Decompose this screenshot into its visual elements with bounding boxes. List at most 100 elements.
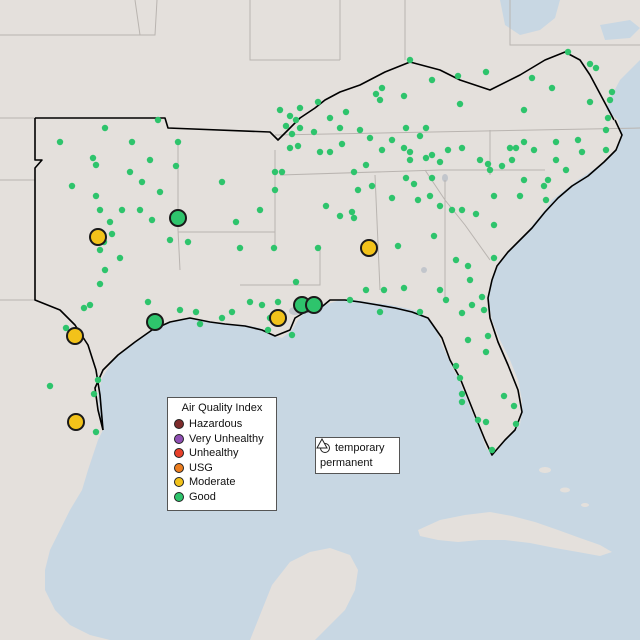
monitor-site-good-small[interactable] — [174, 138, 182, 146]
monitor-site-moderate[interactable] — [67, 413, 85, 431]
monitor-site-good-small[interactable] — [148, 216, 156, 224]
monitor-site-good-small[interactable] — [486, 166, 494, 174]
monitor-site-good-small[interactable] — [480, 306, 488, 314]
monitor-site-good-small[interactable] — [366, 134, 374, 142]
monitor-site-good-small[interactable] — [548, 84, 556, 92]
monitor-site-good-small[interactable] — [278, 168, 286, 176]
monitor-site-good-small[interactable] — [512, 420, 520, 428]
monitor-site-good-small[interactable] — [350, 168, 358, 176]
monitor-site-good-small[interactable] — [452, 256, 460, 264]
monitor-site-good-small[interactable] — [96, 246, 104, 254]
monitor-site-good-small[interactable] — [336, 124, 344, 132]
monitor-site-good-small[interactable] — [520, 138, 528, 146]
monitor-site-good-small[interactable] — [510, 402, 518, 410]
monitor-site-good-small[interactable] — [608, 88, 616, 96]
monitor-site-good-small[interactable] — [402, 174, 410, 182]
monitor-site-good-small[interactable] — [336, 212, 344, 220]
monitor-site-good-small[interactable] — [552, 156, 560, 164]
monitor-site-good-small[interactable] — [474, 416, 482, 424]
monitor-site-good-small[interactable] — [436, 286, 444, 294]
monitor-site-good-small[interactable] — [464, 262, 472, 270]
monitor-site-good-small[interactable] — [236, 244, 244, 252]
monitor-site-good-small[interactable] — [246, 298, 254, 306]
monitor-site-good-small[interactable] — [288, 331, 296, 339]
monitor-site-good-small[interactable] — [276, 106, 284, 114]
monitor-site-good-small[interactable] — [144, 298, 152, 306]
monitor-site-good-small[interactable] — [96, 280, 104, 288]
monitor-site-good[interactable] — [169, 209, 187, 227]
monitor-site-good-small[interactable] — [126, 168, 134, 176]
monitor-site-good-small[interactable] — [406, 148, 414, 156]
monitor-site-good-small[interactable] — [322, 202, 330, 210]
monitor-site-good-small[interactable] — [368, 182, 376, 190]
monitor-site-good-small[interactable] — [326, 114, 334, 122]
monitor-site-good-small[interactable] — [286, 112, 294, 120]
monitor-site-good-small[interactable] — [458, 398, 466, 406]
monitor-site-moderate[interactable] — [66, 327, 84, 345]
monitor-site-good-small[interactable] — [602, 146, 610, 154]
monitor-site-good-small[interactable] — [586, 60, 594, 68]
monitor-site-good-small[interactable] — [500, 392, 508, 400]
monitor-site-good-small[interactable] — [218, 178, 226, 186]
monitor-site-good-small[interactable] — [156, 188, 164, 196]
monitor-site-good-small[interactable] — [138, 178, 146, 186]
monitor-site-good-small[interactable] — [516, 192, 524, 200]
monitor-site-good-small[interactable] — [388, 194, 396, 202]
monitor-site-good-small[interactable] — [372, 90, 380, 98]
monitor-site-good-small[interactable] — [430, 232, 438, 240]
monitor-site-good-small[interactable] — [128, 138, 136, 146]
monitor-site-good-small[interactable] — [528, 74, 536, 82]
monitor-site-good-small[interactable] — [166, 236, 174, 244]
monitor-site-good-small[interactable] — [442, 296, 450, 304]
monitor-site-good-small[interactable] — [316, 148, 324, 156]
monitor-site-good-small[interactable] — [428, 151, 436, 159]
monitor-site-good-small[interactable] — [416, 308, 424, 316]
monitor-site-good-small[interactable] — [378, 146, 386, 154]
monitor-site-good-small[interactable] — [478, 293, 486, 301]
monitor-site-good-small[interactable] — [94, 376, 102, 384]
monitor-site-good-small[interactable] — [592, 64, 600, 72]
monitor-site-moderate[interactable] — [360, 239, 378, 257]
monitor-site-good-small[interactable] — [101, 124, 109, 132]
monitor-site-good-small[interactable] — [286, 144, 294, 152]
monitor-site-good-small[interactable] — [362, 161, 370, 169]
monitor-site-good-small[interactable] — [92, 161, 100, 169]
monitor-site-good-small[interactable] — [106, 218, 114, 226]
monitor-site-good-small[interactable] — [96, 206, 104, 214]
monitor-site-good-small[interactable] — [296, 104, 304, 112]
monitor-site-good-small[interactable] — [454, 72, 462, 80]
monitor-site-good-small[interactable] — [468, 301, 476, 309]
monitor-site-moderate[interactable] — [269, 309, 287, 327]
monitor-site-good-small[interactable] — [146, 156, 154, 164]
monitor-site-good-small[interactable] — [264, 326, 272, 334]
monitor-site-good-small[interactable] — [356, 126, 364, 134]
monitor-site-good-small[interactable] — [294, 142, 302, 150]
monitor-site-good-small[interactable] — [482, 68, 490, 76]
monitor-site-good-small[interactable] — [380, 286, 388, 294]
monitor-site-good-small[interactable] — [184, 238, 192, 246]
monitor-site-good-small[interactable] — [394, 242, 402, 250]
monitor-site-good-small[interactable] — [338, 140, 346, 148]
monitor-site-good-small[interactable] — [288, 130, 296, 138]
monitor-site-good-small[interactable] — [564, 48, 572, 56]
monitor-site-good-small[interactable] — [108, 230, 116, 238]
monitor-site-good-small[interactable] — [274, 298, 282, 306]
monitor-site-good-small[interactable] — [458, 309, 466, 317]
monitor-site-good-small[interactable] — [46, 382, 54, 390]
monitor-site-good-small[interactable] — [92, 192, 100, 200]
monitor-site-good-small[interactable] — [326, 148, 334, 156]
monitor-site-good-small[interactable] — [456, 100, 464, 108]
monitor-site-good-small[interactable] — [444, 146, 452, 154]
monitor-site-good-small[interactable] — [562, 166, 570, 174]
monitor-site-good-small[interactable] — [422, 154, 430, 162]
monitor-site-good-small[interactable] — [456, 374, 464, 382]
monitor-site-good-small[interactable] — [376, 96, 384, 104]
monitor-site-good-small[interactable] — [406, 56, 414, 64]
monitor-site-good-small[interactable] — [196, 320, 204, 328]
monitor-site-good-small[interactable] — [482, 348, 490, 356]
monitor-site-good-small[interactable] — [172, 162, 180, 170]
monitor-site-good-small[interactable] — [154, 116, 162, 124]
monitor-site-good-small[interactable] — [176, 306, 184, 314]
monitor-site-good-small[interactable] — [282, 122, 290, 130]
monitor-site-good-small[interactable] — [118, 206, 126, 214]
